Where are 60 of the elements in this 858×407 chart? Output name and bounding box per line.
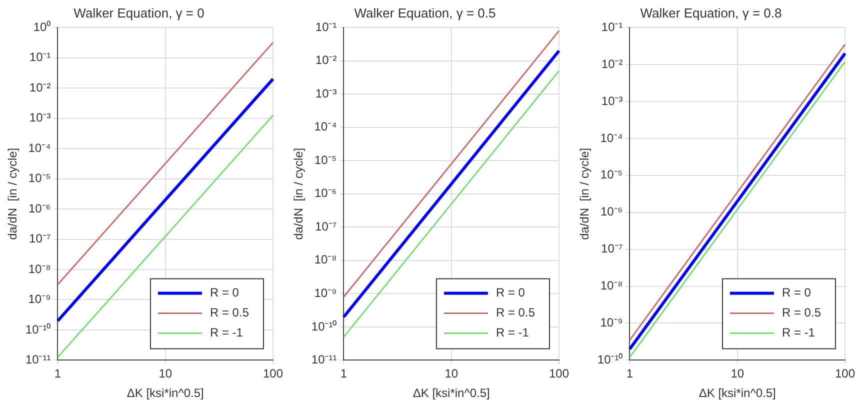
y-tick-label: 10⁰: [33, 20, 51, 34]
y-tick-label: 10⁻⁷: [315, 219, 337, 234]
x-axis-title: ΔK [ksi*in^0.5]: [126, 386, 204, 400]
x-tick-label: 100: [262, 366, 284, 381]
x-tick-label: 100: [548, 366, 570, 381]
y-tick-label: 10⁻⁷: [29, 232, 51, 246]
y-tick-label: 10⁻⁴: [314, 120, 337, 134]
chart-title: Walker Equation, γ = 0.8: [640, 5, 782, 20]
y-tick-label: 10⁻⁵: [314, 152, 337, 167]
y-tick-label: 10⁻²: [601, 56, 623, 71]
y-tick-label: 10⁻¹¹: [25, 352, 51, 367]
legend-label: R = 0.5: [782, 306, 822, 320]
x-tick-label: 10: [730, 366, 744, 381]
y-tick-label: 10⁻³: [601, 94, 623, 108]
y-tick-label: 10⁻⁹: [28, 292, 51, 306]
x-tick-label: 10: [444, 366, 458, 381]
y-tick-label: 10⁻⁷: [601, 242, 623, 256]
y-tick-label: 10⁻¹⁰: [25, 322, 51, 336]
y-tick-label: 10⁻¹: [29, 50, 51, 64]
y-tick-label: 10⁻⁶: [314, 186, 337, 200]
y-tick-label: 10⁻⁸: [600, 278, 623, 293]
y-tick-label: 10⁻⁶: [28, 201, 51, 216]
y-tick-label: 10⁻²: [29, 80, 51, 94]
x-tick-label: 100: [834, 366, 856, 381]
y-axis-title: da/dN [in / cycle]: [578, 148, 592, 240]
y-tick-label: 10⁻¹¹: [311, 352, 337, 367]
y-tick-label: 10⁻³: [315, 86, 337, 100]
x-tick-label: 1: [54, 366, 62, 381]
y-tick-label: 10⁻⁸: [28, 262, 51, 276]
y-tick-label: 10⁻¹: [315, 20, 337, 34]
y-tick-label: 10⁻⁹: [600, 316, 623, 330]
chart-title: Walker Equation, γ = 0.5: [354, 5, 496, 20]
y-tick-label: 10⁻⁶: [600, 204, 623, 219]
legend-label: R = 0: [210, 286, 240, 300]
y-tick-label: 10⁻¹⁰: [311, 319, 337, 334]
chart-title: Walker Equation, γ = 0: [74, 5, 204, 20]
y-tick-label: 10⁻¹: [601, 20, 623, 34]
legend-label: R = 0.5: [210, 306, 250, 320]
x-tick-label: 1: [626, 366, 634, 381]
x-tick-label: 1: [340, 366, 348, 381]
legend-label: R = -1: [210, 326, 244, 340]
y-tick-label: 10⁻²: [315, 53, 337, 68]
legend-label: R = 0: [782, 286, 812, 300]
y-tick-label: 10⁻⁴: [28, 140, 51, 155]
x-axis-title: ΔK [ksi*in^0.5]: [698, 386, 776, 400]
legend-label: R = -1: [782, 326, 816, 340]
legend-label: R = 0.5: [496, 306, 536, 320]
legend-label: R = -1: [496, 326, 530, 340]
x-tick-label: 10: [158, 366, 172, 381]
y-tick-label: 10⁻⁹: [314, 286, 337, 300]
y-tick-label: 10⁻⁵: [28, 171, 51, 186]
y-tick-label: 10⁻⁵: [600, 168, 623, 182]
y-axis-title: da/dN [in / cycle]: [6, 148, 20, 240]
y-axis-title: da/dN [in / cycle]: [292, 148, 306, 240]
x-axis-title: ΔK [ksi*in^0.5]: [412, 386, 490, 400]
y-tick-label: 10⁻³: [29, 110, 51, 125]
legend-label: R = 0: [496, 286, 526, 300]
y-tick-label: 10⁻¹⁰: [597, 352, 623, 367]
y-tick-label: 10⁻⁴: [600, 130, 623, 145]
y-tick-label: 10⁻⁸: [314, 252, 337, 267]
